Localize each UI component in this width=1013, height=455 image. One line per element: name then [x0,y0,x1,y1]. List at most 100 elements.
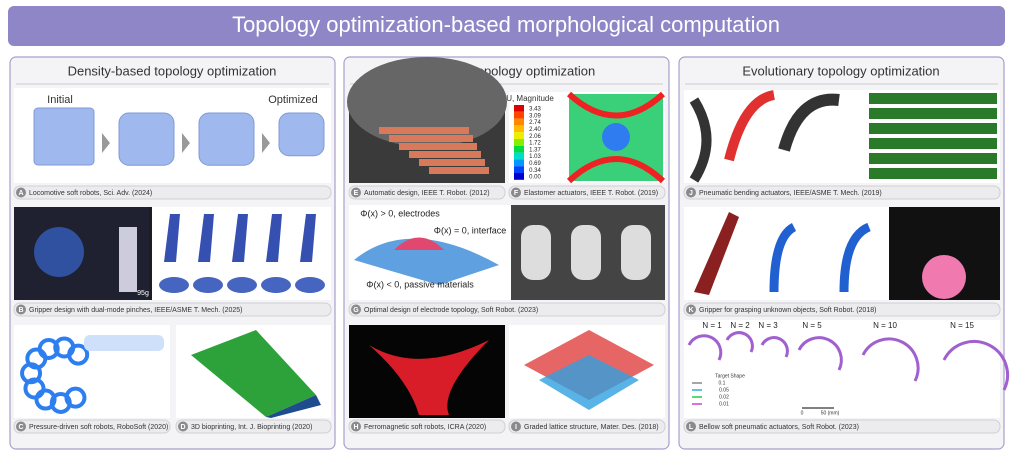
pinch [261,277,291,293]
image-label: 0 [801,410,804,416]
caption: Ferromagnetic soft robots, ICRA (2020) [364,424,486,431]
arrow [182,133,190,153]
finger [232,214,248,262]
image-label: U, Magnitude [506,94,554,103]
caption-badge [351,187,361,198]
colorbar [514,159,524,167]
gripper-part [34,227,84,277]
image-label: N = 5 [802,321,822,330]
caption-letter: D [180,424,185,431]
image-label: 2.40 [529,127,541,133]
caption: Elastomer actuators, IEEE T. Robot. (201… [524,190,658,197]
caption-box [175,419,332,434]
arrow [262,133,270,153]
image-label: Target Shape [715,373,745,379]
caption-badge [16,304,26,315]
bellow-curve [725,331,754,353]
gripper-sim [769,222,797,293]
caption-badge [178,421,188,432]
image-label: 1.03 [529,154,541,160]
image-label: 95g [137,290,149,297]
robot-shape [33,107,95,166]
caption-box [508,419,666,434]
gripper-sim [839,222,872,293]
caption: Pressure-driven soft robots, RoboSoft (2… [29,424,168,431]
strip [869,123,997,134]
caption: Graded lattice structure, Mater. Des. (2… [524,424,659,431]
image-label: 0.01 [719,401,729,407]
finger [300,214,316,262]
caption: Bellow soft pneumatic actuators, Soft Ro… [699,424,859,431]
image-label: Φ(x) > 0, electrodes [360,208,440,218]
image-label: N = 3 [758,321,778,330]
caption-badge [511,421,521,432]
colorbar [514,132,524,139]
actuator-sim [724,90,776,162]
caption-letter: B [18,307,23,314]
title-bar [8,6,1005,46]
image-label: 0.02 [719,394,729,400]
strip [869,108,997,119]
robot-shape [198,112,255,166]
brick-row [429,167,489,174]
colorbar [514,118,524,126]
image-label: Initial [47,94,73,106]
bellow-curve [760,336,789,358]
caption: Pneumatic bending actuators, IEEE/ASME T… [699,190,882,197]
ring [37,337,60,360]
gripper-arm [694,212,739,295]
dome [347,57,507,147]
caption-letter: L [689,424,694,431]
brick-row [389,135,473,142]
finger [164,214,180,262]
lattice-lower [539,355,639,410]
colorbar [514,152,524,160]
image-label: 0.34 [529,168,541,174]
pinch [193,277,223,293]
ball [922,255,966,299]
caption-badge [351,304,361,315]
bottle [119,227,137,292]
caption: Locomotive soft robots, Sci. Adv. (2024) [29,190,152,197]
bellow-curve [797,336,843,371]
scaffold [191,330,316,417]
image-label: N = 10 [873,321,897,330]
caption-box [683,185,1001,200]
surface-peak [394,237,444,250]
image-label: 0.05 [719,387,729,393]
caption-letter: J [689,190,693,197]
image-label: 3.09 [529,113,541,119]
robot-shape [118,112,175,166]
actuator [778,93,840,152]
caption-letter: F [514,190,519,197]
actuator [689,97,712,183]
caption-box [13,419,171,434]
image-label: N = 1 [702,321,722,330]
caption-badge [351,421,361,432]
image-label: 2.74 [529,120,541,126]
image-label: 1.37 [529,147,541,153]
panel-image [684,320,1000,418]
pinch [295,277,325,293]
brick-row [409,151,481,158]
bellow-curve [687,334,723,361]
caption-box [348,185,506,200]
brick-row [419,159,485,166]
image-label: N = 15 [950,321,974,330]
image-label: 1.72 [529,141,541,147]
caption-badge [686,421,696,432]
ring [67,343,90,366]
strip [869,138,997,149]
brick-row [399,143,477,150]
strip [869,168,997,179]
caption: Gripper design with dual-mode pinches, I… [29,307,242,314]
bellow-curve [942,339,1010,391]
caption-letter: I [515,424,517,431]
caption-letter: A [18,190,23,197]
caption-letter: H [353,424,358,431]
electrode [571,225,601,280]
strip [869,93,997,104]
title: Topology optimization-based morphologica… [232,12,780,37]
caption-box [508,185,666,200]
